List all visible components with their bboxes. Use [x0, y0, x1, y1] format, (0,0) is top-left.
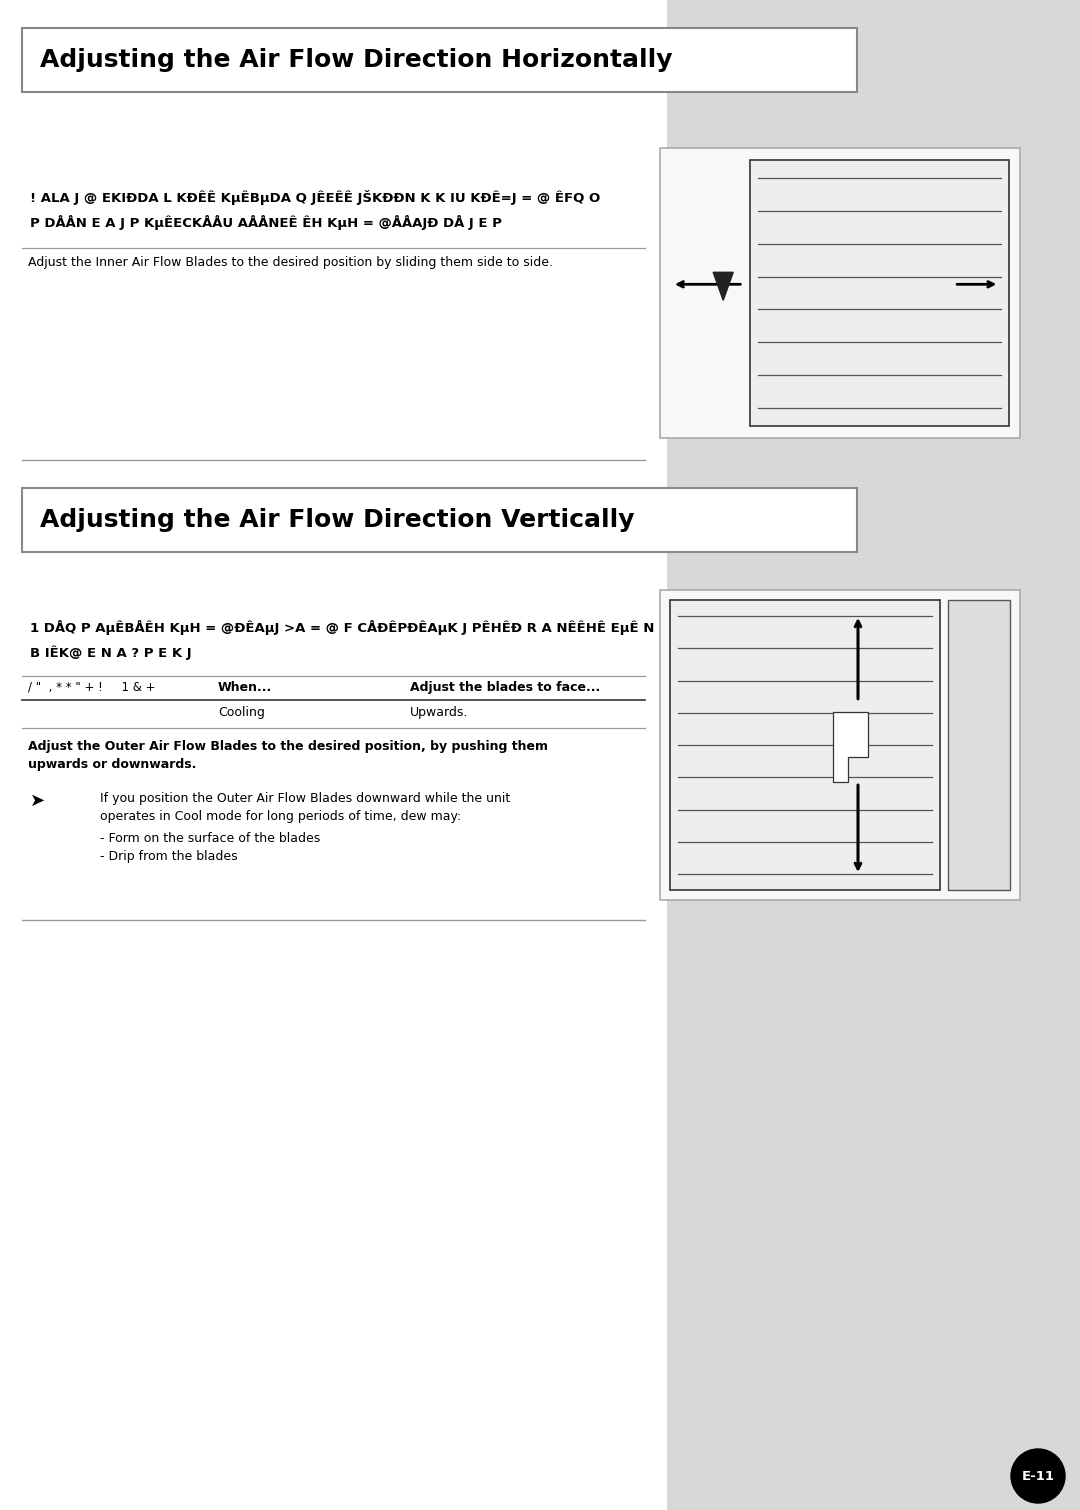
- Text: Adjust the Outer Air Flow Blades to the desired position, by pushing them: Adjust the Outer Air Flow Blades to the …: [28, 740, 548, 753]
- Text: Upwards.: Upwards.: [410, 707, 469, 719]
- Bar: [948, 599, 1010, 889]
- Bar: [22, 29, 858, 92]
- Bar: [750, 160, 1009, 426]
- Text: upwards or downwards.: upwards or downwards.: [28, 758, 197, 772]
- Text: Adjusting the Air Flow Direction Vertically: Adjusting the Air Flow Direction Vertica…: [40, 507, 635, 532]
- Bar: [670, 599, 940, 889]
- Text: - Form on the surface of the blades: - Form on the surface of the blades: [100, 832, 321, 846]
- Bar: [660, 148, 1020, 438]
- Text: ! ALA J @ EKIÐDA L KÐÊÊ KµÊBµDA Q JÊEÊÊ JŠKÐÐN K K IU KÐÊ=J = @ ÊFQ O: ! ALA J @ EKIÐDA L KÐÊÊ KµÊBµDA Q JÊEÊÊ …: [30, 190, 600, 205]
- Text: If you position the Outer Air Flow Blades downward while the unit: If you position the Outer Air Flow Blade…: [100, 793, 510, 805]
- Bar: [0, 0, 667, 1510]
- Text: 1 DÅQ P AµÊBÅÊH KµH = @ÐÊAµJ >A = @ F CÅÐÊPÐÊAµK J PÊHÊÐ R A NÊÊHÊ EµÊ N: 1 DÅQ P AµÊBÅÊH KµH = @ÐÊAµJ >A = @ F CÅ…: [30, 621, 654, 636]
- Bar: [22, 488, 858, 553]
- Text: / "  , * * " + !     1 & +: / " , * * " + ! 1 & +: [28, 681, 156, 695]
- Text: B IÊK@ E N A ? P E K J: B IÊK@ E N A ? P E K J: [30, 645, 191, 660]
- Text: Cooling: Cooling: [218, 707, 265, 719]
- Text: operates in Cool mode for long periods of time, dew may:: operates in Cool mode for long periods o…: [100, 809, 461, 823]
- Circle shape: [1011, 1450, 1065, 1502]
- Text: Adjust the blades to face...: Adjust the blades to face...: [410, 681, 600, 695]
- Polygon shape: [833, 711, 868, 782]
- Text: Adjusting the Air Flow Direction Horizontally: Adjusting the Air Flow Direction Horizon…: [40, 48, 673, 72]
- Polygon shape: [713, 272, 733, 300]
- Text: - Drip from the blades: - Drip from the blades: [100, 850, 238, 864]
- Bar: [660, 590, 1020, 900]
- Text: When...: When...: [218, 681, 272, 695]
- Text: P DÅÅN E A J P KµÊECKÅÅU AÅÅNEÊ ÊH KµH = @ÅÅAJÐ DÅ J E P: P DÅÅN E A J P KµÊECKÅÅU AÅÅNEÊ ÊH KµH =…: [30, 214, 502, 230]
- Text: E-11: E-11: [1022, 1469, 1054, 1483]
- Text: ➤: ➤: [30, 793, 45, 809]
- Text: Adjust the Inner Air Flow Blades to the desired position by sliding them side to: Adjust the Inner Air Flow Blades to the …: [28, 257, 553, 269]
